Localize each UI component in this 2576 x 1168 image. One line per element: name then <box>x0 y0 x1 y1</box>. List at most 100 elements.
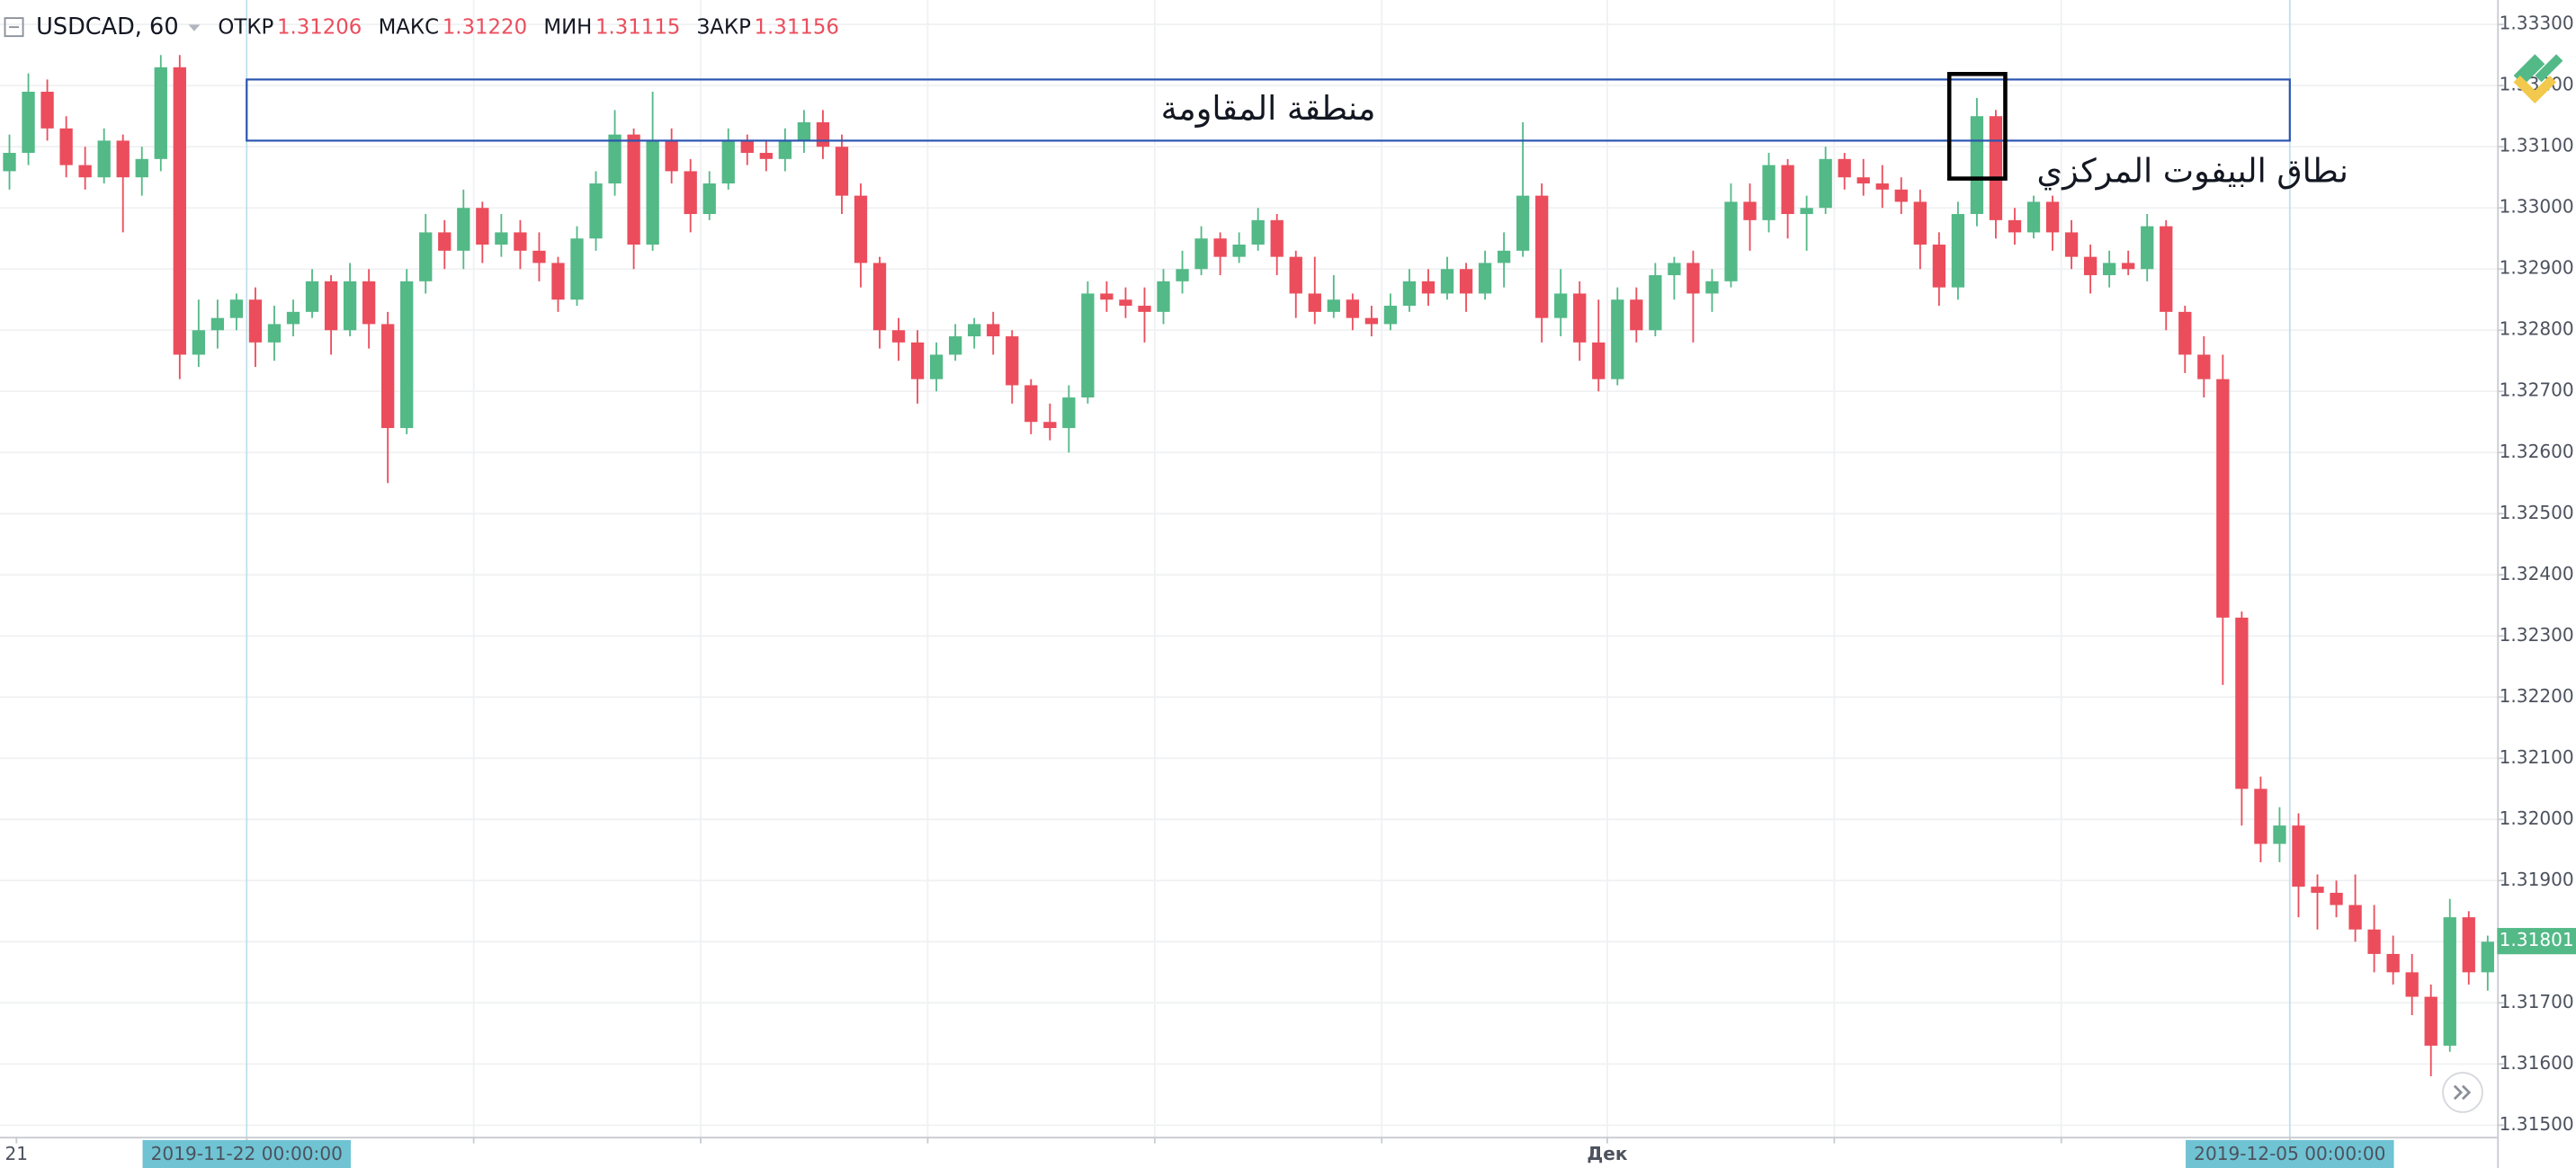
candle-body <box>1119 299 1132 307</box>
candle-body <box>1289 256 1302 294</box>
candle-body <box>2292 825 2305 887</box>
candle-body <box>438 232 452 251</box>
candle-body <box>2424 996 2437 1046</box>
candle-body <box>1743 201 1757 220</box>
candle-body <box>2026 201 2041 233</box>
candle-body <box>2254 789 2267 844</box>
candle-body <box>684 171 697 215</box>
y-tick-label: 1.31600 <box>2500 1052 2574 1074</box>
ohlc-label: ЗАКР <box>697 16 751 40</box>
candle-body <box>1630 299 1643 331</box>
y-tick-label: 1.32500 <box>2500 502 2574 523</box>
candle-body <box>627 134 640 245</box>
x-highlight-tag <box>2186 1139 2394 1168</box>
y-tick-label: 1.33100 <box>2500 135 2574 156</box>
candle-body <box>759 153 773 159</box>
candle-body <box>40 92 54 129</box>
candle-body <box>872 263 887 331</box>
candle-body <box>1100 293 1114 300</box>
candle-body <box>192 330 205 355</box>
candle-body <box>135 158 148 178</box>
logo-part <box>2535 54 2563 83</box>
candle-body <box>968 324 981 337</box>
candle-body <box>1819 158 1832 209</box>
candle-body <box>929 354 944 379</box>
candle-body <box>2122 263 2135 270</box>
scroll-button[interactable] <box>2442 1072 2483 1113</box>
candle-body <box>1970 116 1984 215</box>
candle-body <box>2311 887 2324 893</box>
candle-body <box>778 140 792 159</box>
candle-body <box>495 232 508 245</box>
y-tick-label: 1.31900 <box>2500 869 2574 890</box>
candle-body <box>97 140 111 178</box>
candle-body <box>2141 226 2154 270</box>
candle-body <box>1592 342 1606 379</box>
candle-body <box>1535 195 1549 318</box>
candle-body <box>2083 256 2097 276</box>
candle-body <box>702 183 716 215</box>
candle-body <box>1611 299 1624 379</box>
y-tick-label: 1.33000 <box>2500 196 2574 218</box>
x-tick-label: 2019-12-05 00:00:00 <box>2194 1143 2385 1164</box>
y-tick-label: 1.32300 <box>2500 624 2574 646</box>
last-price-label: 1.31801 <box>2500 929 2574 950</box>
y-tick-label: 1.32200 <box>2500 685 2574 707</box>
candle-body <box>1138 306 1151 312</box>
collapse-icon[interactable] <box>4 17 24 38</box>
y-tick-label: 1.32600 <box>2500 441 2574 462</box>
candle-body <box>305 281 319 312</box>
candle-body <box>2216 379 2230 618</box>
annotation-text: منطقة المقاومة <box>1161 89 1376 128</box>
candle-body <box>1932 245 1946 288</box>
candle-body <box>2273 825 2286 844</box>
candle-body <box>1232 245 1246 257</box>
candle-body <box>1800 208 1813 215</box>
grid <box>0 0 2498 1137</box>
candle-body <box>2367 929 2381 954</box>
candle-body <box>116 140 130 178</box>
candle-body <box>22 92 35 154</box>
candle-body <box>2197 354 2211 379</box>
candle-body <box>1516 195 1530 251</box>
ohlc-value: 1.31220 <box>443 16 527 40</box>
y-tick-label: 1.32700 <box>2500 379 2574 401</box>
candle-body <box>1383 306 1398 325</box>
x-tick-label: 2019-11-22 00:00:00 <box>151 1143 343 1164</box>
x-tick-label: 21 <box>5 1143 29 1164</box>
candle-body <box>665 140 678 172</box>
candle-body <box>1686 263 1700 294</box>
candle-body <box>1176 269 1189 281</box>
candle-body <box>949 336 962 355</box>
candle-body <box>1270 219 1284 257</box>
symbol-title: USDCAD, 60 <box>36 13 178 40</box>
candle-body <box>987 324 1000 337</box>
candle-body <box>343 281 357 331</box>
candle-body <box>286 311 300 325</box>
candle-body <box>248 299 263 343</box>
candle-body <box>173 67 186 355</box>
candle-body <box>229 299 244 318</box>
candle-body <box>1497 250 1511 263</box>
annotation-box <box>1946 72 2008 181</box>
candle-body <box>1781 165 1794 215</box>
candle-body <box>854 195 868 263</box>
logo-part <box>2513 76 2557 104</box>
candle-body <box>2462 917 2475 973</box>
y-tick-label: 1.33300 <box>2500 13 2574 34</box>
candle-body <box>1894 189 1908 202</box>
candle-body <box>2330 892 2343 905</box>
ohlc-label: МИН <box>543 16 592 40</box>
candle-body <box>1308 293 1321 312</box>
candle-body <box>797 122 811 141</box>
y-tick-label: 1.32100 <box>2500 746 2574 768</box>
candle-body <box>457 208 470 251</box>
candle-body <box>646 140 659 245</box>
candle-body <box>2386 953 2400 973</box>
last-price-tag <box>2497 928 2576 955</box>
candle-body <box>2348 905 2362 930</box>
candle-body <box>816 122 830 147</box>
annotations: منطقة المقاومة نطاق البيفوت المركزي <box>246 72 2348 190</box>
